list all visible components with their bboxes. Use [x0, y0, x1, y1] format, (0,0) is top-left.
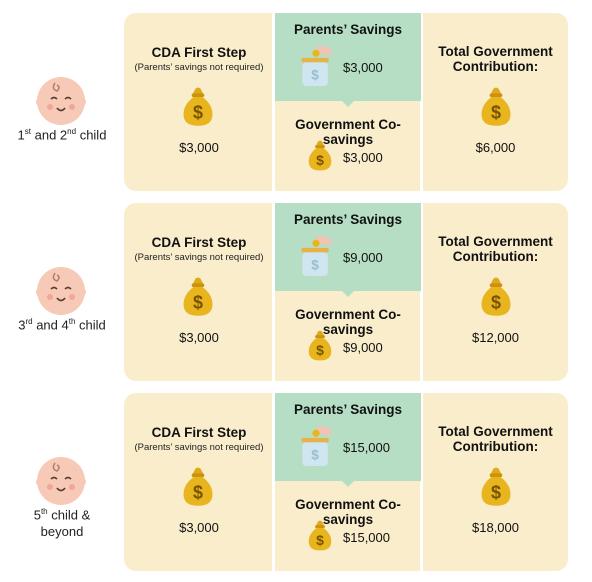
co-savings-amount: $15,000	[343, 530, 390, 545]
baby-face-icon	[35, 455, 87, 507]
co-savings-title: Government Co-savings	[295, 117, 401, 147]
money-bag-icon	[180, 83, 216, 129]
total-contribution-title: Total Government Contribution:	[438, 424, 553, 454]
child-group: 3rd and 4th child	[0, 203, 124, 381]
parents-savings-panel	[275, 13, 421, 101]
child-label: 3rd and 4th child	[18, 317, 106, 333]
first-step-title: CDA First Step	[151, 425, 247, 440]
contribution-card: CDA First Step (Parents’ savings not req…	[124, 203, 568, 381]
total-contribution-amount: $6,000	[475, 140, 516, 155]
total-contribution-amount: $18,000	[472, 520, 519, 535]
total-contribution-amount: $12,000	[472, 330, 519, 345]
panel-pointer	[340, 99, 356, 107]
parents-savings-amount: $3,000	[343, 60, 383, 75]
money-bag-icon	[478, 83, 514, 129]
co-savings-amount: $3,000	[343, 150, 383, 165]
first-step-note: (Parents’ savings not required)	[134, 62, 264, 73]
coin-jar-icon	[296, 43, 336, 89]
contribution-card: CDA First Step (Parents’ savings not req…	[124, 13, 568, 191]
child-label: 5th child & beyond	[33, 507, 91, 540]
first-step-note: (Parents’ savings not required)	[134, 252, 264, 263]
row-1st-2nd-child: 1st and 2nd child CDA First Step (Parent…	[0, 13, 592, 191]
parents-savings-title: Parents’ Savings	[293, 22, 403, 37]
parents-savings-amount: $15,000	[343, 440, 390, 455]
first-step-amount: $3,000	[179, 330, 219, 345]
row-3rd-4th-child: 3rd and 4th child CDA First Step (Parent…	[0, 203, 592, 381]
parents-savings-title: Parents’ Savings	[293, 212, 403, 227]
first-step-amount: $3,000	[179, 520, 219, 535]
child-group: 5th child & beyond	[0, 393, 124, 571]
money-bag-icon	[306, 327, 334, 363]
coin-jar-icon	[296, 423, 336, 469]
total-contribution-title: Total Government Contribution:	[438, 234, 553, 264]
child-group: 1st and 2nd child	[0, 13, 124, 191]
parents-savings-amount: $9,000	[343, 250, 383, 265]
first-step-amount: $3,000	[179, 140, 219, 155]
co-savings-title: Government Co-savings	[295, 497, 401, 527]
first-step-title: CDA First Step	[151, 45, 247, 60]
money-bag-icon	[478, 273, 514, 319]
money-bag-icon	[180, 273, 216, 319]
parents-savings-panel	[275, 203, 421, 291]
money-bag-icon	[306, 137, 334, 173]
panel-pointer	[340, 479, 356, 487]
first-step-title: CDA First Step	[151, 235, 247, 250]
total-contribution-title: Total Government Contribution:	[438, 44, 553, 74]
money-bag-icon	[478, 463, 514, 509]
first-step-note: (Parents’ savings not required)	[134, 442, 264, 453]
parents-savings-title: Parents’ Savings	[293, 402, 403, 417]
baby-face-icon	[35, 75, 87, 127]
child-label: 1st and 2nd child	[17, 127, 107, 143]
contribution-card: CDA First Step (Parents’ savings not req…	[124, 393, 568, 571]
co-savings-amount: $9,000	[343, 340, 383, 355]
baby-face-icon	[35, 265, 87, 317]
money-bag-icon	[180, 463, 216, 509]
parents-savings-panel	[275, 393, 421, 481]
row-5th-child-beyond: 5th child & beyond CDA First Step (Parent…	[0, 393, 592, 571]
panel-pointer	[340, 289, 356, 297]
money-bag-icon	[306, 517, 334, 553]
coin-jar-icon	[296, 233, 336, 279]
co-savings-title: Government Co-savings	[295, 307, 401, 337]
